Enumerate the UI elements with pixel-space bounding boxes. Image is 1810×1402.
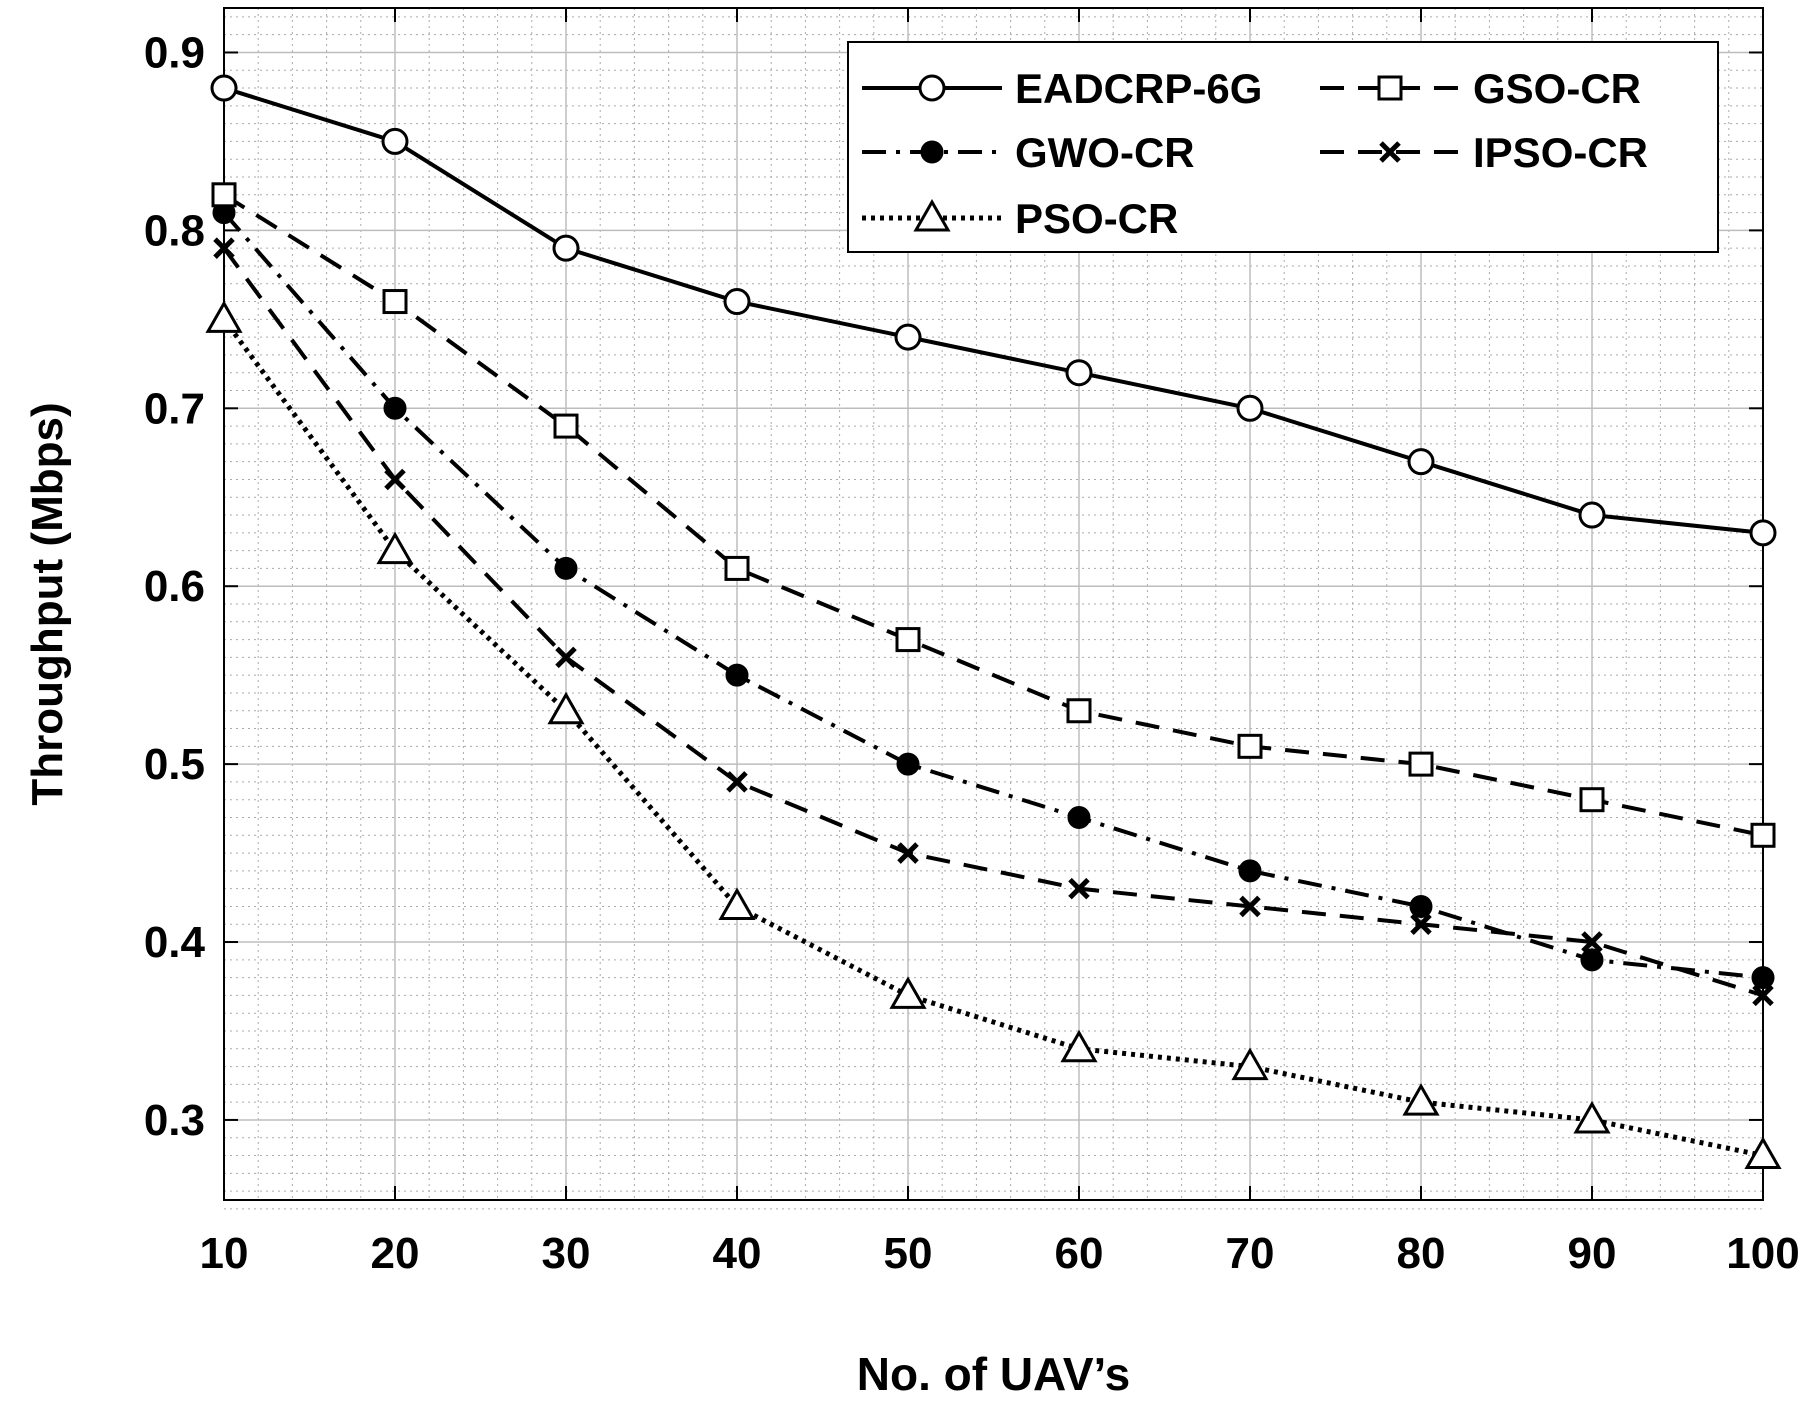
data-point-eadcrp-6g (894, 323, 922, 351)
data-point-gso-cr (1237, 733, 1263, 759)
legend-box (847, 41, 1719, 253)
data-point-eadcrp-6g (210, 74, 238, 102)
data-point-pso-cr (205, 300, 243, 333)
data-point-pso-cr (718, 887, 756, 920)
data-point-eadcrp-6g (1578, 501, 1606, 529)
data-point-pso-cr (1573, 1100, 1611, 1134)
legend-item-pso-cr: PSO-CR (862, 195, 1178, 242)
legend-item-gwo-cr: GWO-CR (862, 129, 1195, 176)
legend-marker-eadcrp-6g (918, 74, 946, 102)
data-point-eadcrp-6g (1065, 359, 1093, 387)
data-point-pso-cr (1231, 1047, 1269, 1081)
series-line-eadcrp-6g (223, 86, 1764, 535)
data-point-gwo-cr (1067, 805, 1091, 829)
series-gso-cr (211, 182, 1776, 848)
data-point-gwo-cr (1409, 894, 1433, 918)
data-point-ipso-cr (384, 468, 406, 491)
y-tick-label: 0.5 (144, 740, 205, 789)
legend-marker-ipso-cr (1379, 141, 1401, 163)
data-point-eadcrp-6g (381, 127, 409, 155)
series-line-pso-cr (221, 317, 1764, 1158)
data-point-pso-cr (1744, 1136, 1782, 1170)
plot-frame (223, 7, 1764, 1201)
data-point-gso-cr (1408, 751, 1434, 777)
x-tick-label: 30 (542, 1229, 591, 1278)
legend: EADCRP-6G GSO-CR GWO-CR IPSO-CR PSO-CR (847, 41, 1719, 253)
y-tick-label: 0.8 (144, 206, 205, 255)
legend-label-gso-cr: GSO-CR (1473, 65, 1641, 112)
y-tick-label: 0.3 (144, 1096, 205, 1145)
data-point-gwo-cr (896, 752, 920, 776)
data-point-gso-cr (1066, 698, 1092, 724)
x-tick-label: 60 (1055, 1229, 1104, 1278)
y-axis-label: Throughput (Mbps) (23, 402, 72, 805)
data-point-gwo-cr (383, 396, 407, 420)
x-axis-label: No. of UAV’s (857, 1348, 1130, 1400)
x-tick-label: 70 (1226, 1229, 1275, 1278)
y-axis-ticks: 0.3 0.4 0.5 0.6 0.7 0.8 0.9 (144, 28, 1763, 1145)
legend-marker-gwo-cr (920, 140, 944, 164)
data-point-ipso-cr (213, 237, 235, 259)
x-axis-ticks: 10 20 30 40 50 60 70 80 90 100 (200, 8, 1800, 1278)
data-point-pso-cr (376, 531, 414, 565)
data-point-gso-cr (553, 413, 579, 439)
data-point-pso-cr (889, 976, 927, 1009)
data-point-gso-cr (724, 555, 750, 581)
data-point-gso-cr (1750, 822, 1776, 848)
data-point-ipso-cr (726, 771, 748, 793)
data-point-ipso-cr (897, 842, 919, 864)
data-point-ipso-cr (1752, 984, 1774, 1007)
data-point-eadcrp-6g (1236, 394, 1264, 422)
data-point-ipso-cr (555, 646, 577, 669)
data-point-pso-cr (1060, 1029, 1098, 1063)
data-point-pso-cr (547, 691, 585, 725)
data-point-ipso-cr (1410, 913, 1432, 936)
y-tick-label: 0.4 (144, 918, 206, 967)
legend-item-gso-cr: GSO-CR (1320, 65, 1641, 112)
data-point-eadcrp-6g (723, 288, 751, 316)
data-point-gwo-cr (554, 556, 578, 580)
y-tick-label: 0.7 (144, 384, 205, 433)
legend-label-gwo-cr: GWO-CR (1015, 129, 1195, 176)
legend-item-ipso-cr: IPSO-CR (1320, 129, 1648, 176)
data-point-ipso-cr (1068, 877, 1090, 900)
series-line-gso-cr (222, 193, 1764, 838)
legend-label-ipso-cr: IPSO-CR (1473, 129, 1648, 176)
legend-label-pso-cr: PSO-CR (1015, 195, 1178, 242)
x-tick-label: 80 (1397, 1229, 1446, 1278)
data-point-ipso-cr (1239, 895, 1261, 918)
x-tick-label: 50 (884, 1229, 933, 1278)
series-line-gwo-cr (222, 211, 1764, 980)
x-tick-label: 20 (371, 1229, 420, 1278)
data-point-gso-cr (895, 627, 921, 653)
series-pso-cr (205, 300, 1782, 1170)
x-tick-label: 100 (1726, 1229, 1799, 1278)
x-tick-label: 10 (200, 1229, 249, 1278)
legend-marker-pso-cr (913, 198, 951, 232)
data-point-eadcrp-6g (1749, 519, 1777, 547)
x-tick-label: 40 (713, 1229, 762, 1278)
data-point-eadcrp-6g (1407, 448, 1435, 476)
series-layer (205, 74, 1782, 1170)
data-point-gwo-cr (1580, 948, 1604, 972)
series-eadcrp-6g (210, 74, 1777, 547)
data-point-gso-cr (382, 289, 408, 315)
data-point-gwo-cr (725, 663, 749, 687)
legend-label-eadcrp-6g: EADCRP-6G (1015, 65, 1262, 112)
y-tick-label: 0.6 (144, 562, 205, 611)
legend-item-eadcrp-6g: EADCRP-6G (862, 65, 1262, 112)
data-point-gwo-cr (1751, 966, 1775, 990)
data-point-gso-cr (1579, 787, 1605, 813)
data-point-gwo-cr (1238, 859, 1262, 883)
data-point-ipso-cr (1581, 931, 1603, 953)
y-tick-label: 0.9 (144, 28, 205, 77)
data-point-pso-cr (1402, 1083, 1440, 1116)
legend-marker-gso-cr (1377, 75, 1403, 101)
data-point-gso-cr (211, 182, 237, 208)
data-point-eadcrp-6g (552, 234, 580, 262)
x-tick-label: 90 (1568, 1229, 1617, 1278)
